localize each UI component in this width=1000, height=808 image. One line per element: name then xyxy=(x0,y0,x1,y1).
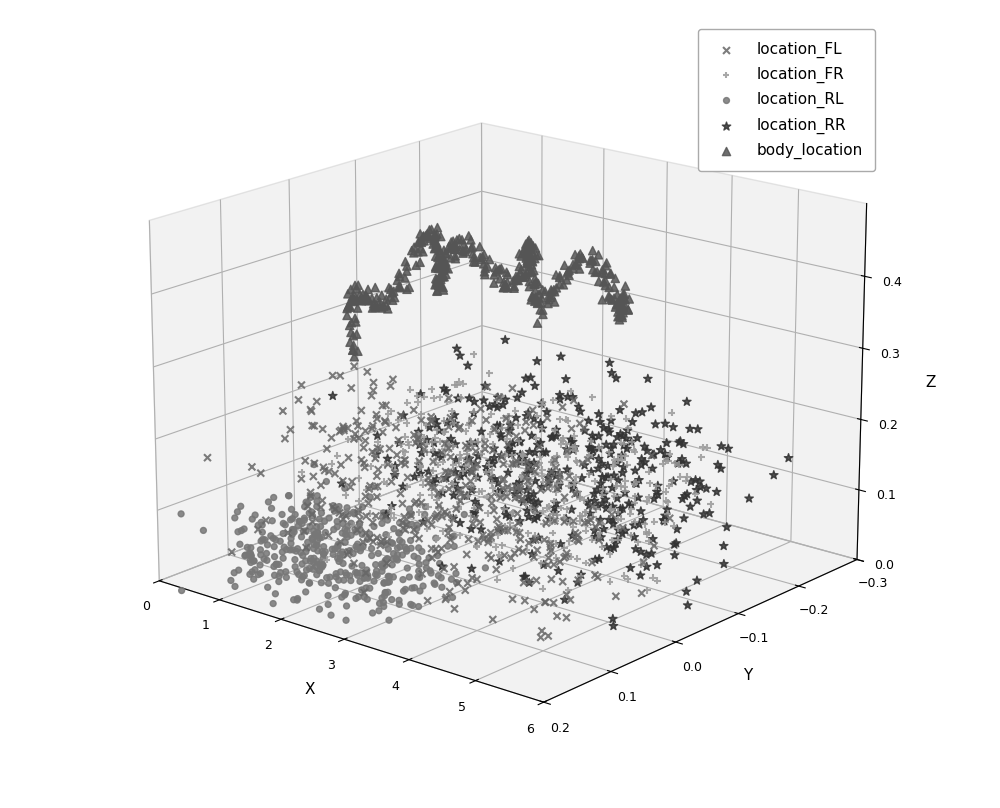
Legend: location_FL, location_FR, location_RL, location_RR, body_location: location_FL, location_FR, location_RL, l… xyxy=(698,29,875,171)
Y-axis label: Y: Y xyxy=(743,668,752,683)
X-axis label: X: X xyxy=(305,682,315,697)
